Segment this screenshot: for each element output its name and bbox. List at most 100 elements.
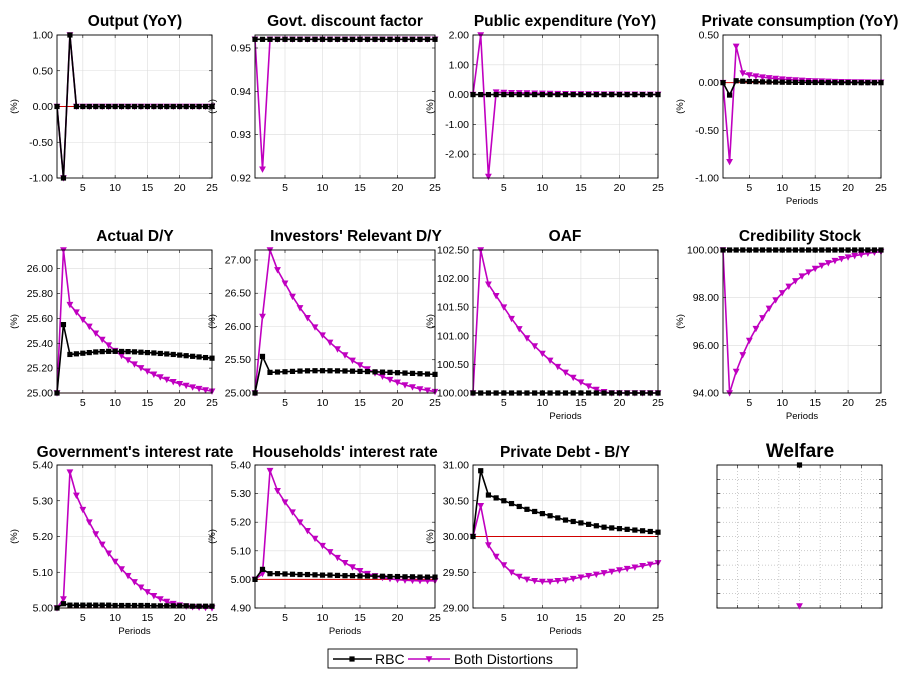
data-point-both-distortions — [334, 346, 341, 353]
x-tick-label: 25 — [429, 182, 441, 194]
y-tick-label: 5.00 — [231, 574, 252, 586]
y-axis-label: (%) — [9, 314, 20, 329]
y-tick-label: 5.40 — [231, 460, 252, 472]
data-point-both-distortions — [577, 379, 585, 386]
data-point-rbc — [792, 79, 799, 85]
data-point-rbc — [372, 36, 378, 42]
x-tick-label: 5 — [501, 612, 507, 624]
data-point-rbc — [125, 348, 131, 355]
data-point-both-distortions — [726, 158, 733, 166]
data-point-rbc — [539, 91, 545, 98]
data-point-rbc — [852, 79, 858, 86]
data-point-rbc — [112, 348, 118, 354]
data-point-rbc — [144, 103, 151, 110]
data-point-rbc — [267, 571, 273, 577]
y-axis-label: (%) — [207, 529, 218, 544]
data-point-rbc — [349, 368, 356, 374]
y-tick-label: 29.00 — [443, 603, 469, 615]
data-point-rbc — [779, 79, 785, 85]
data-point-rbc — [524, 91, 530, 98]
data-point-both-distortions — [616, 567, 623, 574]
data-point-rbc — [319, 36, 326, 42]
data-point-both-distortions — [118, 352, 125, 360]
data-point-rbc — [647, 91, 653, 98]
data-point-rbc — [539, 511, 545, 517]
data-point-rbc — [131, 602, 138, 609]
data-point-both-distortions — [585, 383, 593, 390]
data-point-both-distortions — [739, 352, 747, 359]
data-point-both-distortions — [156, 374, 164, 381]
panel-title: Output (YoY) — [88, 13, 182, 30]
y-tick-label: 1.00 — [33, 30, 54, 42]
x-tick-label: 20 — [174, 182, 186, 194]
data-point-rbc — [327, 36, 333, 42]
data-point-rbc — [259, 36, 266, 42]
data-point-rbc — [766, 79, 772, 85]
data-point-rbc — [327, 572, 333, 578]
x-tick-label: 25 — [206, 397, 218, 409]
data-point-rbc — [138, 103, 144, 110]
data-point-both-distortions — [266, 467, 274, 475]
data-point-rbc — [402, 370, 408, 376]
data-point-both-distortions — [163, 376, 171, 384]
data-point-both-distortions — [416, 386, 424, 393]
data-point-rbc — [601, 524, 607, 530]
data-point-rbc — [282, 36, 288, 42]
data-point-rbc — [151, 103, 157, 110]
data-point-rbc — [118, 348, 125, 355]
x-tick-label: 25 — [429, 612, 441, 624]
x-tick-label: 15 — [142, 397, 154, 409]
data-point-rbc — [753, 79, 759, 85]
data-point-both-distortions — [319, 332, 326, 339]
data-point-both-distortions — [785, 283, 793, 291]
data-point-both-distortions — [326, 549, 334, 556]
data-point-both-distortions — [349, 564, 356, 571]
panel-9: Government's interest rate 5 10 15 20 25 5.00 5… — [9, 444, 234, 637]
plot-data — [53, 32, 216, 182]
data-point-rbc — [838, 79, 845, 86]
plot-data — [251, 36, 439, 173]
data-point-rbc — [562, 91, 569, 98]
y-tick-label: 100.00 — [687, 245, 719, 257]
data-point-rbc — [516, 503, 522, 510]
data-point-both-distortions — [195, 385, 203, 393]
data-point-rbc — [586, 521, 592, 527]
data-point-rbc — [387, 369, 393, 375]
data-point-both-distortions — [182, 382, 190, 390]
data-point-rbc — [151, 603, 157, 609]
y-tick-label: 94.00 — [693, 388, 719, 400]
data-point-rbc — [80, 350, 86, 356]
panel-2: Govt. discount factor 5 10 15 20 25 0.92 0.93 0.… — [207, 13, 441, 194]
x-tick-label: 5 — [282, 397, 288, 409]
x-tick-label: 20 — [392, 612, 404, 624]
data-point-rbc — [131, 349, 138, 355]
data-point-both-distortions — [79, 316, 87, 324]
data-point-both-distortions — [631, 564, 639, 571]
y-tick-label: 25.40 — [27, 338, 53, 350]
data-point-rbc — [493, 91, 499, 98]
data-point-both-distortions — [304, 527, 311, 535]
data-point-rbc — [524, 506, 530, 512]
data-point-rbc — [871, 80, 878, 86]
data-point-both-distortions — [765, 75, 773, 82]
data-point-rbc — [274, 571, 281, 577]
data-point-both-distortions — [85, 323, 93, 331]
y-tick-label: 100.50 — [437, 359, 469, 371]
data-point-rbc — [547, 513, 553, 519]
data-point-both-distortions — [639, 563, 646, 570]
data-point-rbc — [624, 526, 630, 532]
panel-title: Households' interest rate — [252, 444, 438, 461]
y-tick-label: -0.50 — [29, 137, 53, 149]
x-tick-label: 20 — [614, 612, 626, 624]
x-tick-label: 15 — [142, 612, 154, 624]
data-point-both-distortions — [156, 596, 164, 603]
data-point-both-distortions — [409, 384, 416, 391]
data-point-rbc — [267, 369, 273, 375]
data-point-both-distortions — [831, 257, 839, 265]
data-point-rbc — [73, 351, 79, 357]
x-tick-label: 25 — [652, 612, 664, 624]
data-point-rbc — [304, 368, 311, 374]
data-point-both-distortions — [805, 269, 812, 276]
data-point-rbc — [164, 351, 170, 357]
y-axis-label: (%) — [425, 314, 436, 329]
